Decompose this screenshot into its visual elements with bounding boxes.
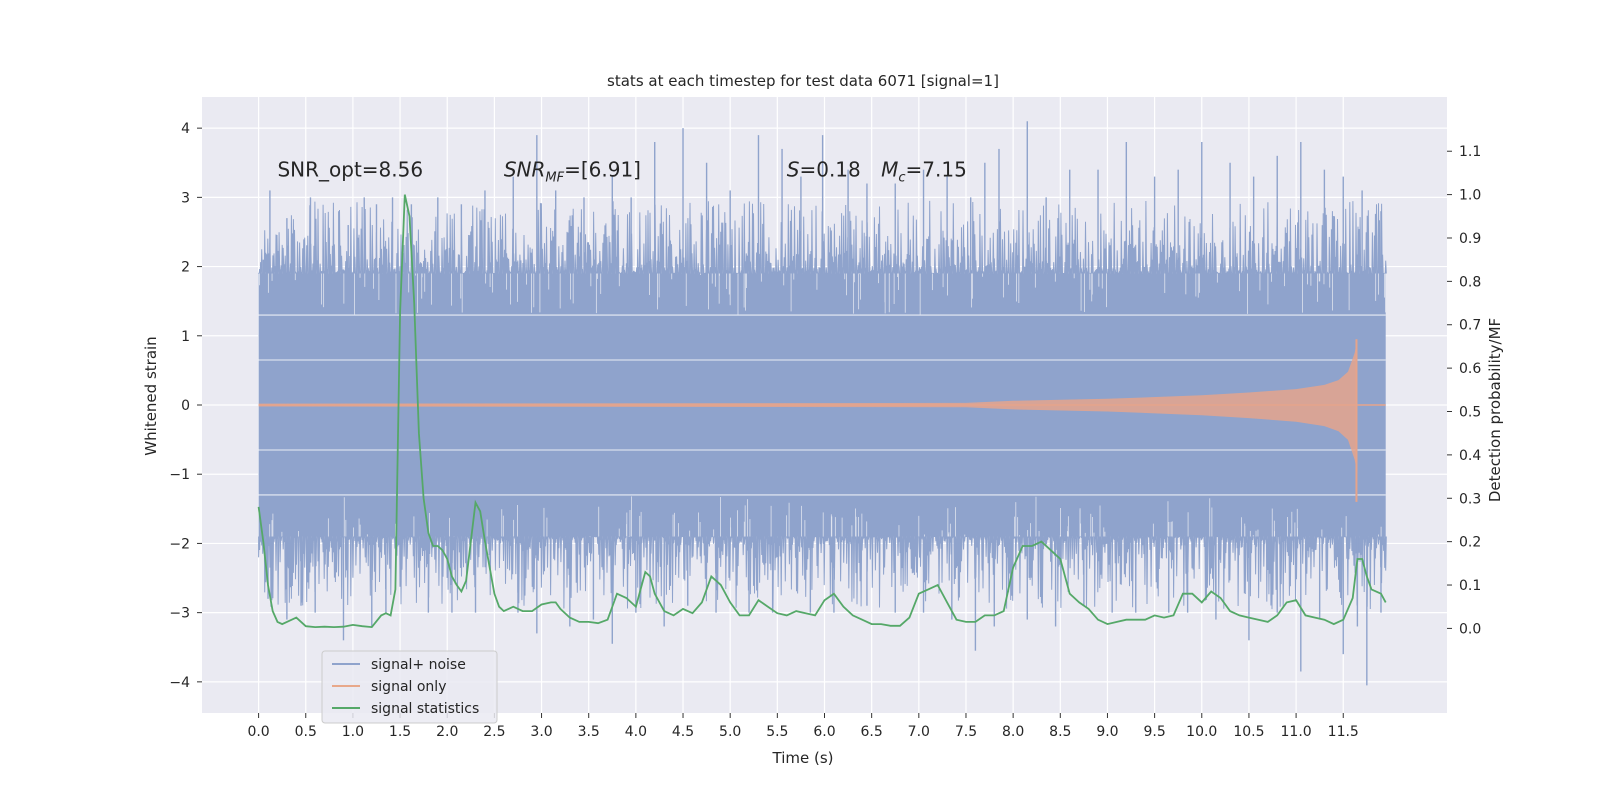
y-right-tick-label: 0.7: [1459, 318, 1481, 334]
x-tick-label: 6.0: [813, 724, 835, 740]
x-tick-label: 7.5: [955, 724, 977, 740]
x-tick-label: 2.5: [483, 724, 505, 740]
annotation: SNR_opt=8.56: [277, 158, 423, 182]
y-right-tick-label: 0.9: [1459, 231, 1481, 247]
y-left-tick-label: −1: [169, 467, 190, 483]
legend-label-signal-only: signal only: [371, 679, 446, 695]
y-right-tick-label: 0.2: [1459, 535, 1481, 551]
series-signal-statistics: [257, 194, 1387, 629]
y-right-tick-label: 0.0: [1459, 621, 1481, 637]
annotation: SNRMF=[6.91]: [504, 158, 641, 186]
y-right-tick-label: 1.1: [1459, 144, 1481, 160]
annotations: SNR_opt=8.56 SNRMF=[6.91] S=0.18 Mc=7.15: [277, 158, 966, 186]
y-right-axis-label: Detection probability/MF: [1486, 318, 1504, 502]
annotation: Mc=7.15: [881, 158, 967, 186]
y-left-tick-label: 4: [181, 121, 190, 137]
x-tick-label: 11.0: [1281, 724, 1312, 740]
y-left-tick-label: 3: [181, 190, 190, 206]
x-tick-label: 0.5: [295, 724, 317, 740]
y-right-tick-label: 0.6: [1459, 361, 1481, 377]
x-tick-label: 0.0: [247, 724, 269, 740]
x-tick-label: 7.0: [908, 724, 930, 740]
legend-box: [321, 650, 498, 724]
x-tick-label: 4.0: [625, 724, 647, 740]
x-tick-label: 4.5: [672, 724, 694, 740]
y-left-axis-label: Whitened strain: [142, 336, 160, 455]
noise-lower-spikes: [258, 534, 1387, 610]
annotation: S=0.18: [787, 158, 861, 182]
x-tick-label: 8.0: [1002, 724, 1024, 740]
y-right-tick-label: 0.8: [1459, 274, 1481, 290]
x-tick-label: 1.5: [389, 724, 411, 740]
y-right-tick-label: 0.3: [1459, 491, 1481, 507]
legend-label-signal-noise: signal+ noise: [371, 657, 466, 673]
signal-statistics-line: [257, 194, 1387, 629]
y-right-tick-label: 1.0: [1459, 188, 1481, 204]
y-left-tick-label: 2: [181, 260, 190, 276]
x-tick-label: 10.5: [1233, 724, 1264, 740]
chart-title: stats at each timestep for test data 607…: [607, 72, 999, 90]
y-left-tick-label: 0: [181, 398, 190, 414]
y-left-tick-label: −3: [169, 606, 190, 622]
x-tick-label: 2.0: [436, 724, 458, 740]
x-tick-label: 5.5: [766, 724, 788, 740]
x-tick-label: 9.5: [1143, 724, 1165, 740]
y-left-tick-labels: −4 −3 −2 −1 0 1 2 3 4: [169, 121, 202, 691]
x-tick-label: 5.0: [719, 724, 741, 740]
y-left-tick-label: 1: [181, 329, 190, 345]
x-tick-label: 1.0: [342, 724, 364, 740]
x-tick-label: 3.5: [578, 724, 600, 740]
y-left-tick-label: −2: [169, 536, 190, 552]
legend: signal+ noise signal only signal statist…: [321, 650, 498, 724]
x-tick-label: 3.0: [530, 724, 552, 740]
y-right-tick-labels: 0.0 0.1 0.2 0.3 0.4 0.5 0.6 0.7 0.8 0.9 1.0 1.1: [1447, 144, 1481, 637]
legend-label-signal-statistics: signal statistics: [371, 701, 479, 717]
y-right-tick-label: 0.5: [1459, 405, 1481, 421]
y-right-tick-label: 0.1: [1459, 578, 1481, 594]
x-tick-labels: 0.0 0.5 1.0 1.5 2.0 2.5 3.0 3.5 4.0 4.5 5.0 5.5 6.0 6…: [247, 713, 1359, 740]
y-right-tick-label: 0.4: [1459, 448, 1481, 464]
x-tick-label: 9.0: [1096, 724, 1118, 740]
x-tick-label: 6.5: [861, 724, 883, 740]
x-tick-label: 11.5: [1328, 724, 1359, 740]
x-tick-label: 10.0: [1186, 724, 1217, 740]
y-left-tick-label: −4: [169, 675, 190, 691]
x-tick-label: 8.5: [1049, 724, 1071, 740]
series-signal-only: [258, 339, 1386, 502]
signal-only-envelope: [258, 339, 1358, 474]
x-axis-label: Time (s): [772, 749, 834, 767]
